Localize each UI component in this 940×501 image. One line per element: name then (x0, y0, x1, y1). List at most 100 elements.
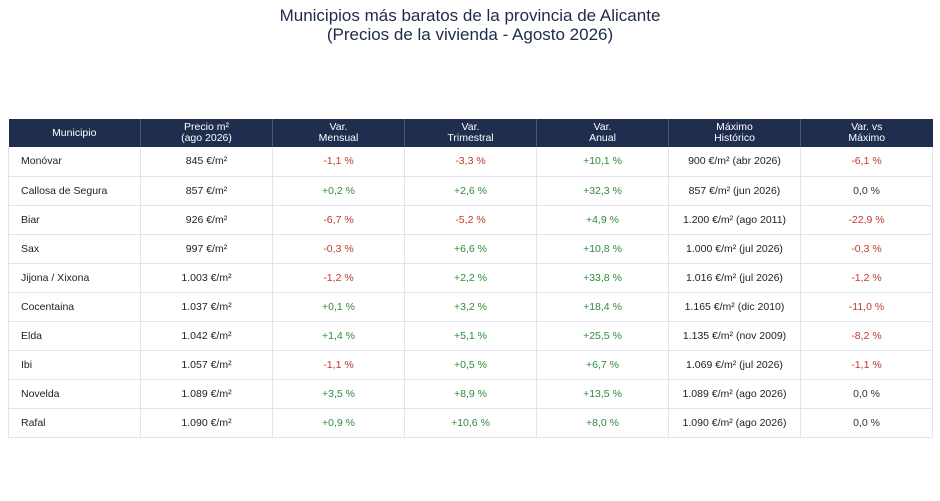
page-title: Municipios más baratos de la provincia d… (0, 6, 940, 44)
title-line-2: (Precios de la vivienda - Agosto 2026) (326, 25, 614, 44)
cell-mensual: +0,2 % (272, 176, 405, 206)
cell-trimestral: +5,1 % (404, 321, 537, 351)
cell-precio: 926 €/m² (140, 205, 273, 235)
column-header-line-1: Var. (461, 121, 480, 133)
cell-mensual: -6,7 % (272, 205, 405, 235)
column-header-maximo: Máximo Histórico (668, 119, 801, 147)
cell-municipio: Biar (8, 205, 141, 235)
cell-vs-max: -1,2 % (800, 263, 933, 293)
cell-anual: +33,8 % (536, 263, 669, 293)
column-header-mensual: Var. Mensual (272, 119, 405, 147)
cell-vs-max: 0,0 % (800, 408, 933, 438)
cell-anual: +6,7 % (536, 350, 669, 380)
cell-trimestral: -3,3 % (404, 147, 537, 177)
cell-precio: 1.090 €/m² (140, 408, 273, 438)
column-header-line-1: Municipio (52, 126, 97, 139)
cell-maximo: 1.200 €/m² (ago 2011) (668, 205, 801, 235)
cell-vs-max: -11,0 % (800, 292, 933, 322)
column-header-line-1: Var. (593, 121, 612, 133)
table-row: Biar 926 €/m² -6,7 % -5,2 % +4,9 % 1.200 €/m²… (8, 205, 933, 235)
cell-maximo: 1.069 €/m² (jul 2026) (668, 350, 801, 380)
cell-precio: 845 €/m² (140, 147, 273, 177)
cell-anual: +8,0 % (536, 408, 669, 438)
table-row: Elda 1.042 €/m² +1,4 % +5,1 % +25,5 % 1.135 €… (8, 321, 933, 351)
cell-trimestral: +2,6 % (404, 176, 537, 206)
cell-mensual: +0,1 % (272, 292, 405, 322)
cell-precio: 1.003 €/m² (140, 263, 273, 293)
cell-maximo: 900 €/m² (abr 2026) (668, 147, 801, 177)
cell-precio: 997 €/m² (140, 234, 273, 264)
cell-mensual: +1,4 % (272, 321, 405, 351)
cell-anual: +10,1 % (536, 147, 669, 177)
table-row: Ibi 1.057 €/m² -1,1 % +0,5 % +6,7 % 1.069 €/m… (8, 350, 933, 380)
cell-anual: +25,5 % (536, 321, 669, 351)
cell-maximo: 1.090 €/m² (ago 2026) (668, 408, 801, 438)
cell-mensual: +3,5 % (272, 379, 405, 409)
cell-vs-max: -8,2 % (800, 321, 933, 351)
column-header-line-1: Máximo (716, 121, 753, 133)
cell-municipio: Callosa de Segura (8, 176, 141, 206)
column-header-line-2: Anual (589, 132, 616, 144)
cell-vs-max: -1,1 % (800, 350, 933, 380)
cell-precio: 1.037 €/m² (140, 292, 273, 322)
cell-trimestral: +6,6 % (404, 234, 537, 264)
cell-mensual: -1,2 % (272, 263, 405, 293)
cell-maximo: 1.016 €/m² (jul 2026) (668, 263, 801, 293)
cell-municipio: Monóvar (8, 147, 141, 177)
column-header-line-2: Trimestral (447, 132, 494, 144)
cell-trimestral: +8,9 % (404, 379, 537, 409)
column-header-line-2: (ago 2026) (181, 132, 232, 144)
column-header-line-1: Var. vs (851, 121, 883, 133)
cell-mensual: -0,3 % (272, 234, 405, 264)
cell-trimestral: -5,2 % (404, 205, 537, 235)
cell-vs-max: -0,3 % (800, 234, 933, 264)
cell-mensual: -1,1 % (272, 350, 405, 380)
cell-municipio: Elda (8, 321, 141, 351)
cell-anual: +10,8 % (536, 234, 669, 264)
column-header-line-2: Histórico (714, 132, 755, 144)
cell-municipio: Novelda (8, 379, 141, 409)
cell-precio: 1.089 €/m² (140, 379, 273, 409)
cell-precio: 1.057 €/m² (140, 350, 273, 380)
header-row: Municipio Precio m² (ago 2026) Var. Mensual V… (8, 119, 933, 147)
cell-anual: +18,4 % (536, 292, 669, 322)
cell-vs-max: -6,1 % (800, 147, 933, 177)
table-row: Cocentaina 1.037 €/m² +0,1 % +3,2 % +18,4 % 1… (8, 292, 933, 322)
table-row: Novelda 1.089 €/m² +3,5 % +8,9 % +13,5 % 1.08… (8, 379, 933, 409)
cell-vs-max: 0,0 % (800, 176, 933, 206)
column-header-trimestral: Var. Trimestral (404, 119, 537, 147)
cell-trimestral: +2,2 % (404, 263, 537, 293)
cell-trimestral: +0,5 % (404, 350, 537, 380)
cell-municipio: Jijona / Xixona (8, 263, 141, 293)
cell-municipio: Ibi (8, 350, 141, 380)
cell-anual: +32,3 % (536, 176, 669, 206)
table-body: Monóvar 845 €/m² -1,1 % -3,3 % +10,1 % 900 €/… (8, 147, 933, 438)
price-table: Municipio Precio m² (ago 2026) Var. Mensual V… (8, 119, 933, 438)
column-header-anual: Var. Anual (536, 119, 669, 147)
cell-mensual: -1,1 % (272, 147, 405, 177)
table-header: Municipio Precio m² (ago 2026) Var. Mensual V… (8, 119, 933, 147)
column-header-precio: Precio m² (ago 2026) (140, 119, 273, 147)
cell-municipio: Cocentaina (8, 292, 141, 322)
cell-municipio: Sax (8, 234, 141, 264)
cell-maximo: 1.135 €/m² (nov 2009) (668, 321, 801, 351)
table-row: Jijona / Xixona 1.003 €/m² -1,2 % +2,2 % +33… (8, 263, 933, 293)
column-header-line-1: Precio m² (184, 121, 229, 133)
cell-municipio: Rafal (8, 408, 141, 438)
cell-vs-max: -22,9 % (800, 205, 933, 235)
table-row: Sax 997 €/m² -0,3 % +6,6 % +10,8 % 1.000 €/m²… (8, 234, 933, 264)
table-row: Monóvar 845 €/m² -1,1 % -3,3 % +10,1 % 900 €/… (8, 147, 933, 177)
cell-maximo: 857 €/m² (jun 2026) (668, 176, 801, 206)
cell-precio: 857 €/m² (140, 176, 273, 206)
cell-vs-max: 0,0 % (800, 379, 933, 409)
cell-mensual: +0,9 % (272, 408, 405, 438)
column-header-municipio: Municipio (8, 119, 141, 147)
cell-maximo: 1.165 €/m² (dic 2010) (668, 292, 801, 322)
cell-maximo: 1.000 €/m² (jul 2026) (668, 234, 801, 264)
column-header-line-1: Var. (329, 121, 348, 133)
table-row: Callosa de Segura 857 €/m² +0,2 % +2,6 % +32… (8, 176, 933, 206)
table-row: Rafal 1.090 €/m² +0,9 % +10,6 % +8,0 % 1.090 … (8, 408, 933, 438)
cell-trimestral: +3,2 % (404, 292, 537, 322)
cell-precio: 1.042 €/m² (140, 321, 273, 351)
cell-trimestral: +10,6 % (404, 408, 537, 438)
